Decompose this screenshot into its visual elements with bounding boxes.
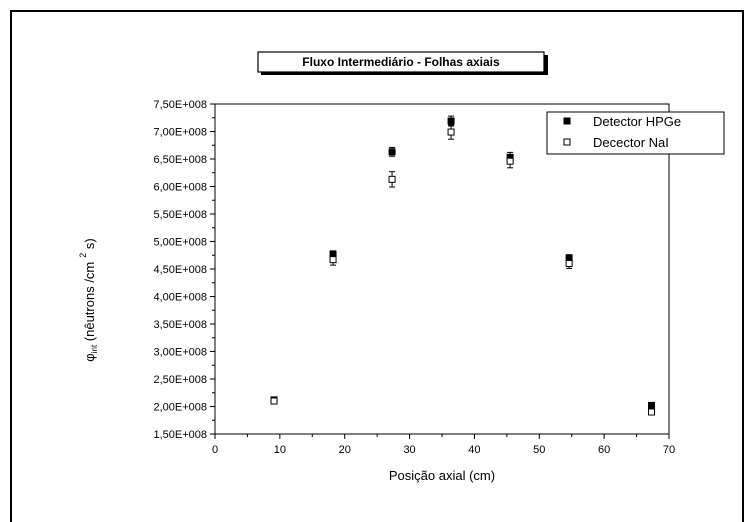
x-tick-label: 70 [663, 444, 675, 456]
y-axis: 1,50E+008 2,00E+008 2,50E+008 3,00E+008 3,50… [153, 99, 215, 441]
marker [647, 408, 655, 416]
y-tick-label: 4,50E+008 [153, 264, 207, 276]
data-point-nai [388, 171, 396, 188]
data-point-nai [647, 408, 655, 416]
marker [506, 157, 514, 165]
data-point-nai [270, 397, 278, 405]
y-tick-label: 1,50E+008 [153, 429, 207, 441]
y-tick-label: 2,00E+008 [153, 402, 207, 414]
y-tick-label: 4,00E+008 [153, 292, 207, 304]
title-box [257, 51, 545, 73]
y-axis-title-sup: 2 [78, 253, 88, 258]
chart-title: Fluxo Intermediário - Folhas axiais [302, 55, 500, 69]
y-tick-label: 6,00E+008 [153, 182, 207, 194]
data-points [270, 115, 655, 416]
marker [447, 128, 455, 136]
x-tick-label: 30 [403, 444, 415, 456]
y-axis-title-main: (nêutrons /cm [82, 262, 97, 345]
data-point-nai [565, 258, 573, 269]
marker [647, 401, 655, 409]
y-axis-title-tail: s) [82, 238, 97, 252]
legend-label-hpge: Detector HPGe [593, 114, 681, 129]
marker [388, 175, 396, 183]
x-tick-label: 20 [339, 444, 351, 456]
marker [565, 260, 573, 267]
x-axis-title: Posição axial (cm) [389, 468, 495, 483]
svg-text:φint (nêutrons /cm2 s): φint (nêutrons /cm 2 s) [78, 238, 99, 361]
data-point-nai [506, 154, 514, 169]
x-axis: 0 10 20 30 40 50 60 70 [212, 434, 675, 456]
y-tick-label: 5,50E+008 [153, 209, 207, 221]
y-tick-label: 7,50E+008 [153, 99, 207, 111]
legend-marker-nai [563, 138, 571, 146]
x-tick-label: 40 [468, 444, 480, 456]
data-point-hpge [388, 146, 396, 157]
chart-frame [10, 10, 744, 522]
legend-label-nai: Decector NaI [593, 135, 669, 150]
data-point-nai [329, 253, 337, 266]
x-tick-label: 10 [274, 444, 286, 456]
data-point-hpge [647, 401, 655, 409]
legend-box [546, 111, 725, 155]
y-tick-label: 6,50E+008 [153, 154, 207, 166]
legend: Detector HPGe Decector NaI [546, 111, 725, 155]
x-tick-label: 0 [212, 444, 218, 456]
legend-marker-hpge [563, 117, 571, 125]
y-tick-label: 3,00E+008 [153, 347, 207, 359]
data-point-nai [447, 124, 455, 140]
y-tick-label: 7,00E+008 [153, 127, 207, 139]
marker [447, 117, 455, 125]
x-tick-label: 60 [598, 444, 610, 456]
marker [388, 148, 396, 156]
marker [329, 256, 337, 264]
y-tick-label: 3,50E+008 [153, 319, 207, 331]
marker [270, 397, 278, 405]
y-tick-label: 5,00E+008 [153, 237, 207, 249]
x-tick-label: 50 [533, 444, 545, 456]
y-axis-title-sub: int [90, 344, 99, 353]
y-axis-title: φint (nêutrons /cm 2 s) [78, 238, 99, 361]
y-tick-label: 2,50E+008 [153, 374, 207, 386]
y-axis-title-phi: φ [82, 353, 97, 361]
